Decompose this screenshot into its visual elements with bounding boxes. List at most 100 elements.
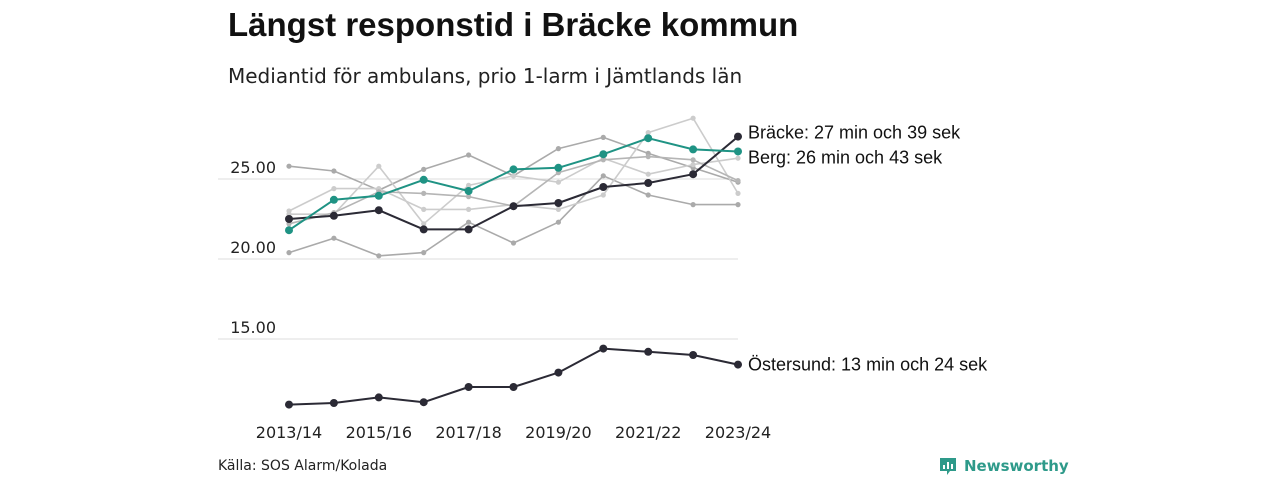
data-point <box>644 347 653 356</box>
series-line <box>288 136 739 191</box>
data-point <box>644 134 653 143</box>
data-point <box>285 226 293 235</box>
series-labels: Bräcke: 27 min och 39 sek Berg: 26 min oc… <box>748 123 988 375</box>
brand-logo: Newsworthy <box>938 456 1069 476</box>
series-line <box>288 347 739 406</box>
chart-subtitle: Mediantid för ambulans, prio 1-larm i Jä… <box>228 64 743 88</box>
data-point <box>644 179 653 187</box>
data-point <box>600 173 606 179</box>
data-point <box>645 171 651 177</box>
series-other-7 <box>286 154 741 227</box>
data-point <box>331 235 337 241</box>
data-point <box>555 179 562 185</box>
data-point <box>690 115 696 121</box>
data-point <box>464 187 473 195</box>
bar-chart-logo-icon <box>940 458 956 475</box>
data-point <box>419 398 428 407</box>
data-point <box>286 163 292 169</box>
background-series <box>286 115 741 259</box>
data-point <box>645 154 651 160</box>
data-point <box>421 166 427 172</box>
chart-title: Längst responstid i Bräcke kommun <box>228 6 799 43</box>
data-point <box>645 192 651 198</box>
gridlines <box>218 178 738 340</box>
data-point <box>376 163 382 169</box>
data-point <box>689 145 698 154</box>
data-point <box>329 195 338 204</box>
highlighted-series <box>285 132 742 409</box>
data-point <box>421 221 427 227</box>
data-point <box>509 202 518 211</box>
data-point <box>555 146 562 152</box>
data-point <box>421 250 427 256</box>
data-point <box>466 194 472 200</box>
series-östersund <box>285 344 742 409</box>
data-point <box>510 240 517 246</box>
data-point <box>599 183 608 191</box>
data-point <box>466 182 472 188</box>
data-point <box>689 170 698 179</box>
series-line <box>288 137 739 232</box>
data-point <box>689 351 698 359</box>
data-point <box>329 399 338 407</box>
data-point <box>285 400 293 409</box>
x-axis-ticks: 2013/14 2015/16 2017/18 2019/20 2021/22 2023/… <box>256 423 771 442</box>
y-axis-ticks: 15.00 20.00 25.00 <box>230 158 276 337</box>
x-tick-label: 2019/20 <box>525 423 591 442</box>
data-point <box>374 191 383 200</box>
data-point <box>466 206 472 212</box>
x-tick-label: 2015/16 <box>346 423 412 442</box>
series-end-label: Östersund: 13 min och 24 sek <box>748 355 988 375</box>
data-point <box>510 173 517 179</box>
data-point <box>734 360 742 369</box>
data-point <box>554 199 563 207</box>
data-point <box>735 190 741 196</box>
data-point <box>735 155 741 161</box>
y-tick-label: 25.00 <box>230 158 276 177</box>
data-point <box>599 150 608 159</box>
data-point <box>599 344 608 353</box>
x-tick-label: 2023/24 <box>705 423 771 442</box>
data-point <box>464 383 473 391</box>
data-point <box>331 186 337 192</box>
data-point <box>555 219 562 225</box>
brand-name: Newsworthy <box>964 457 1069 475</box>
data-point <box>509 165 518 174</box>
data-point <box>734 147 742 156</box>
data-point <box>374 393 383 402</box>
series-line <box>288 135 739 231</box>
data-point <box>466 219 472 225</box>
data-point <box>421 206 427 212</box>
data-point <box>374 206 383 215</box>
data-point <box>509 383 518 391</box>
data-point <box>376 253 382 259</box>
data-point <box>419 175 428 184</box>
series-end-label: Berg: 26 min och 43 sek <box>748 147 943 167</box>
source-note: Källa: SOS Alarm/Kolada <box>218 458 388 474</box>
data-point <box>690 157 696 163</box>
series-other-6 <box>286 155 741 227</box>
data-point <box>690 202 696 208</box>
series-berg <box>285 134 742 235</box>
data-point <box>555 206 562 212</box>
x-tick-label: 2013/14 <box>256 423 322 442</box>
data-point <box>331 168 337 174</box>
data-point <box>329 211 338 220</box>
x-tick-label: 2017/18 <box>435 423 501 442</box>
data-point <box>735 202 741 208</box>
data-point <box>734 132 742 141</box>
data-point <box>419 225 428 234</box>
data-point <box>735 178 741 184</box>
data-point <box>600 134 606 140</box>
data-point <box>466 152 472 158</box>
data-point <box>690 162 696 168</box>
data-point <box>600 192 606 198</box>
data-point <box>554 163 563 172</box>
y-tick-label: 15.00 <box>230 318 276 337</box>
series-bräcke <box>285 132 742 234</box>
series-other-4 <box>286 173 741 259</box>
data-point <box>285 215 293 223</box>
data-point <box>554 368 563 377</box>
data-point <box>645 130 651 136</box>
